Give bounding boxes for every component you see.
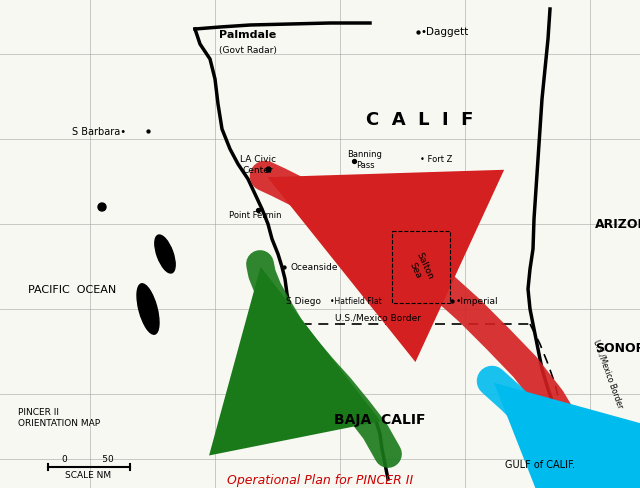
Ellipse shape [137, 284, 159, 335]
Text: Palmdale: Palmdale [220, 30, 276, 40]
Text: •Hatfield Flat: •Hatfield Flat [330, 297, 381, 306]
Ellipse shape [155, 236, 175, 273]
Text: GULF of CALIF.: GULF of CALIF. [505, 459, 575, 469]
Text: Point Fermin: Point Fermin [228, 210, 281, 219]
Text: SONORA: SONORA [595, 341, 640, 354]
Text: S Diego: S Diego [286, 297, 321, 306]
Text: • Fort Z: • Fort Z [420, 155, 452, 164]
Text: •Imperial: •Imperial [456, 297, 499, 306]
Text: ARIZONA: ARIZONA [595, 218, 640, 231]
Text: PINCER II
ORIENTATION MAP: PINCER II ORIENTATION MAP [18, 407, 100, 427]
Text: U.S./Mexico Border: U.S./Mexico Border [592, 338, 625, 408]
Text: (Govt Radar): (Govt Radar) [219, 45, 277, 54]
Text: SCALE NM: SCALE NM [65, 470, 111, 480]
Text: 0            50: 0 50 [62, 454, 114, 464]
Text: Operational Plan for PINCER II: Operational Plan for PINCER II [227, 473, 413, 486]
Text: Banning
Pass: Banning Pass [348, 150, 383, 169]
Ellipse shape [98, 203, 106, 212]
Text: U.S./Mexico Border: U.S./Mexico Border [335, 313, 421, 322]
Text: Oceanside: Oceanside [290, 263, 337, 272]
Text: PACIFIC  OCEAN: PACIFIC OCEAN [28, 285, 116, 294]
Text: Salton
Sea: Salton Sea [405, 250, 435, 285]
Text: LA Civic
Center: LA Civic Center [240, 155, 276, 174]
Text: S Barbara•: S Barbara• [72, 127, 126, 137]
Text: •Daggett: •Daggett [420, 27, 468, 37]
Text: C  A  L  I  F: C A L I F [366, 111, 474, 129]
Text: BAJA  CALIF: BAJA CALIF [334, 412, 426, 426]
